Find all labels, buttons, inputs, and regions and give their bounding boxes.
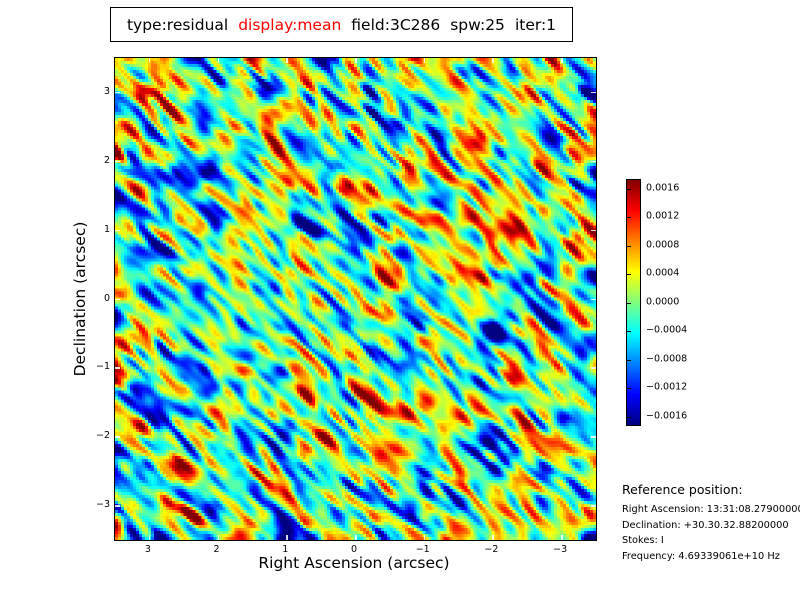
reference-heading: Reference position:	[622, 482, 743, 497]
colorbar-tick-mark	[627, 388, 631, 389]
y-tick-mark-left	[114, 160, 120, 163]
colorbar-gradient	[627, 180, 640, 425]
y-tick-mark-right	[590, 505, 596, 507]
y-tick-mark-left	[114, 505, 120, 507]
title-segment-iter: iter:1	[514, 15, 557, 34]
title-segment-display: display:mean	[238, 15, 342, 34]
title-segment-spw: spw:25	[450, 15, 505, 34]
x-tick-mark-top	[561, 57, 563, 63]
y-tick-mark-right	[590, 298, 596, 300]
x-axis-label: Right Ascension (arcsec)	[258, 554, 450, 572]
colorbar-tick-label: 0.0004	[646, 267, 680, 279]
colorbar-tick-label: −0.0016	[646, 410, 688, 421]
y-axis-label: Declination (arcsec)	[71, 221, 89, 377]
y-tick-mark-left	[114, 298, 120, 300]
colorbar-tick-mark	[627, 302, 631, 304]
x-tick-mark-bottom	[492, 534, 494, 540]
colorbar-tick-mark	[627, 331, 631, 332]
reference-line-ra: Right Ascension: 13:31:08.27900000	[622, 504, 800, 515]
y-tick-mark-right	[590, 229, 596, 232]
colorbar-tick-label: −0.0012	[646, 381, 688, 393]
title-segment-type: type:residual	[126, 15, 229, 34]
reference-line-stokes: Stokes: I	[622, 535, 664, 546]
y-tick-mark-right	[590, 160, 596, 163]
y-tick-mark-left	[114, 367, 120, 369]
colorbar-tick-mark	[627, 416, 631, 418]
colorbar-tick-label: −0.0004	[646, 324, 688, 336]
x-tick-mark-top	[148, 57, 151, 63]
x-tick-mark-top	[355, 57, 357, 63]
colorbar-tick-label: 0.0008	[646, 239, 680, 250]
x-tick-mark-bottom	[355, 534, 357, 540]
title-segment-field: field:3C286	[351, 15, 441, 34]
x-tick-mark-bottom	[286, 534, 288, 540]
y-tick-label: 3	[103, 85, 110, 97]
y-tick-label: −1	[95, 361, 110, 373]
x-tick-mark-top	[286, 57, 288, 63]
colorbar-tick-mark	[627, 245, 631, 247]
x-axis-tick-labels: 3 2 1 0 −1 −2 −3	[114, 544, 595, 557]
y-tick-label: 0	[103, 292, 110, 304]
x-tick-mark-bottom	[148, 534, 151, 540]
colorbar-tick-mark	[627, 188, 631, 190]
colorbar-tick-label: −0.0008	[646, 353, 688, 364]
y-axis-tick-labels: 3 2 1 0 −1 −2 −3	[68, 58, 110, 540]
x-tick-mark-top	[217, 57, 220, 63]
y-tick-label: −2	[95, 430, 110, 442]
y-tick-mark-left	[114, 436, 120, 438]
x-tick-mark-bottom	[423, 534, 426, 540]
reference-position-block: Reference position: Right Ascension: 13:…	[622, 482, 800, 564]
title-box: type:residual display:mean field:3C286 s…	[110, 7, 573, 42]
colorbar-tick-label: 0.0000	[646, 296, 680, 307]
colorbar-tick-mark	[627, 359, 631, 361]
reference-line-dec: Declination: +30.30.32.88200000	[622, 519, 789, 531]
y-tick-label: 1	[103, 223, 110, 235]
colorbar-tick-label: 0.0016	[646, 182, 680, 193]
x-tick-label: 2	[213, 544, 220, 555]
colorbar	[626, 179, 641, 426]
x-tick-mark-top	[492, 57, 494, 63]
colorbar-tick-mark	[627, 274, 631, 275]
y-tick-mark-left	[114, 91, 120, 94]
colorbar-tick-label: 0.0012	[646, 210, 680, 222]
colorbar-tick-labels: 0.0016 0.0012 0.0008 0.0004 0.0000 −0.0004 −0.…	[646, 179, 716, 424]
x-tick-label: −2	[484, 544, 499, 555]
x-tick-label: 0	[350, 544, 358, 555]
x-tick-mark-bottom	[217, 534, 220, 540]
x-tick-mark-top	[423, 57, 426, 63]
residual-image-canvas	[114, 57, 596, 540]
x-tick-mark-bottom	[561, 534, 563, 540]
x-tick-label: −3	[553, 544, 568, 555]
x-tick-label: 1	[282, 544, 289, 555]
y-tick-label: 2	[103, 154, 110, 166]
y-tick-label: −3	[95, 499, 110, 511]
colorbar-tick-mark	[627, 217, 631, 218]
y-tick-mark-right	[590, 91, 596, 94]
x-tick-label: −1	[415, 544, 430, 555]
y-tick-mark-left	[114, 229, 120, 232]
x-tick-label: 3	[144, 544, 151, 555]
y-tick-mark-right	[590, 367, 596, 369]
plot-area	[113, 56, 597, 541]
y-tick-mark-right	[590, 436, 596, 438]
reference-line-frequency: Frequency: 4.69339061e+10 Hz	[622, 550, 780, 562]
